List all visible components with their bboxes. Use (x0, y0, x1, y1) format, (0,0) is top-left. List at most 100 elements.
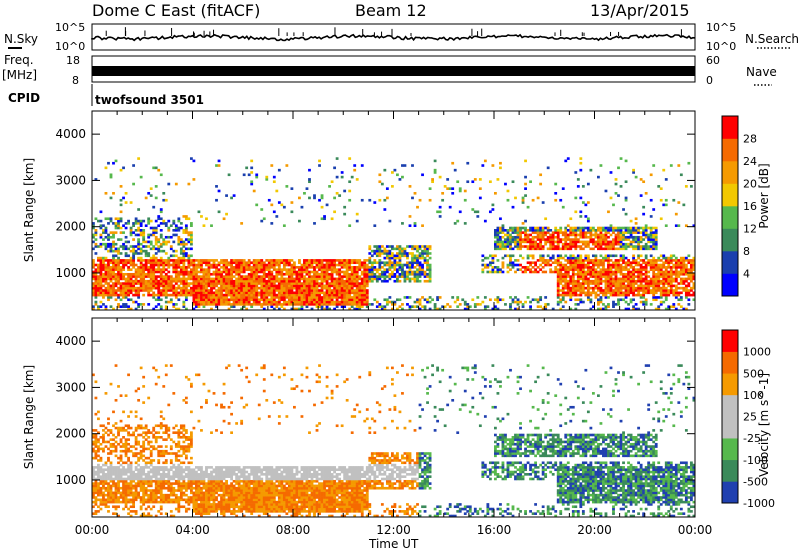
heatmap-cell (179, 226, 183, 230)
heatmap-cell (232, 286, 236, 290)
heatmap-cell (584, 293, 588, 297)
heatmap-cell (348, 279, 352, 283)
heatmap-cell (561, 266, 565, 269)
heatmap-cell (119, 291, 123, 295)
heatmap-cell (107, 233, 110, 237)
heatmap-cell (308, 296, 311, 299)
heatmap-cell (109, 268, 113, 271)
heatmap-cell (401, 263, 404, 267)
heatmap-cell (536, 305, 540, 308)
heatmap-cell (227, 298, 231, 302)
heatmap-cell (308, 277, 311, 281)
colorbar-tick-label: 20 (743, 178, 757, 191)
heatmap-cell (629, 275, 633, 278)
heatmap-cell (388, 252, 392, 255)
heatmap-cell (627, 303, 630, 306)
heatmap-cell (664, 261, 668, 265)
heatmap-cell (536, 242, 540, 246)
heatmap-cell (99, 261, 103, 265)
heatmap-cell (654, 259, 658, 262)
heatmap-cell (187, 270, 191, 274)
heatmap-cell (406, 252, 409, 255)
heatmap-cell (205, 261, 208, 265)
heatmap-cell (624, 307, 628, 311)
heatmap-cell (418, 272, 422, 276)
heatmap-cell (255, 259, 259, 262)
heatmap-cell (664, 256, 668, 260)
heatmap-cell (262, 293, 266, 297)
heatmap-cell (167, 293, 171, 297)
heatmap-cell (159, 208, 163, 211)
heatmap-cell (182, 261, 186, 265)
heatmap-cell (94, 268, 98, 271)
heatmap-cell (207, 289, 211, 292)
heatmap-cell (473, 305, 477, 308)
heatmap-cell (637, 229, 641, 232)
heatmap-cell (546, 231, 550, 234)
heatmap-cell (355, 284, 359, 288)
heatmap-cell (654, 289, 658, 292)
heatmap-cell (293, 266, 296, 269)
heatmap-cell (220, 266, 223, 269)
heatmap-cell (385, 249, 389, 253)
heatmap-cell (235, 277, 239, 281)
heatmap-cell (541, 256, 545, 260)
heatmap-cell (406, 266, 409, 269)
heatmap-cell (290, 298, 294, 302)
heatmap-cell (298, 296, 301, 299)
heatmap-cell (247, 173, 251, 177)
heatmap-cell (586, 291, 590, 295)
heatmap-cell (622, 277, 625, 281)
heatmap-cell (627, 279, 630, 283)
heatmap-cell (313, 270, 316, 274)
heatmap-cell (531, 247, 535, 251)
heatmap-cell (179, 270, 183, 274)
heatmap-cell (205, 259, 208, 262)
heatmap-cell (318, 296, 321, 299)
heatmap-cell (516, 245, 520, 248)
heatmap-cell (571, 282, 575, 285)
heatmap-cell (277, 291, 281, 295)
heatmap-cell (647, 289, 651, 292)
heatmap-cell (556, 293, 560, 297)
heatmap-cell (494, 245, 497, 248)
heatmap-cell (682, 203, 686, 207)
heatmap-cell (107, 470, 110, 474)
heatmap-cell (380, 182, 384, 186)
heatmap-cell (305, 187, 309, 190)
heatmap-cell (290, 270, 294, 274)
heatmap-cell (147, 240, 151, 244)
heatmap-cell (559, 279, 563, 283)
heatmap-cell (597, 286, 600, 290)
heatmap-cell (215, 279, 218, 283)
heatmap-cell (245, 261, 249, 265)
heatmap-cell (242, 261, 246, 265)
heatmap-cell (187, 277, 191, 281)
heatmap-cell (162, 277, 166, 281)
heatmap-cell (323, 266, 326, 269)
heatmap-cell (564, 254, 568, 258)
heatmap-cell (92, 240, 95, 244)
heatmap-cell (114, 226, 118, 230)
heatmap-cell (318, 272, 321, 276)
heatmap-cell (247, 266, 251, 269)
heatmap-cell (385, 254, 389, 258)
heatmap-cell (119, 219, 123, 223)
heatmap-cell (318, 164, 321, 167)
heatmap-cell (662, 168, 666, 172)
heatmap-cell (584, 277, 588, 281)
heatmap-cell (576, 178, 580, 181)
heatmap-cell (614, 277, 618, 281)
heatmap-cell (117, 249, 120, 253)
heatmap-cell (591, 266, 595, 269)
heatmap-cell (551, 261, 555, 265)
heatmap-cell (406, 303, 409, 306)
heatmap-cell (167, 240, 171, 244)
heatmap-cell (649, 245, 653, 248)
heatmap-cell (406, 277, 409, 281)
heatmap-cell (114, 298, 118, 302)
heatmap-cell (189, 268, 193, 271)
heatmap-cell (174, 277, 178, 281)
heatmap-cell (328, 259, 331, 262)
heatmap-cell (481, 259, 485, 262)
